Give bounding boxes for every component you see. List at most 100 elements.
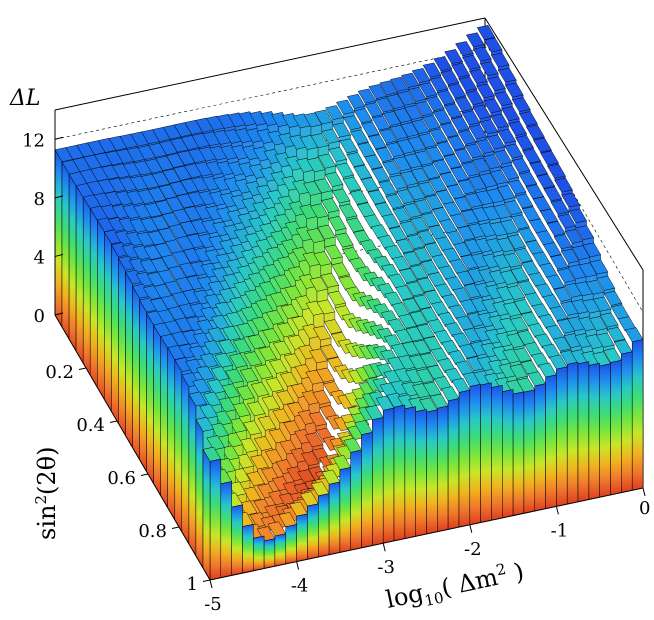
y-title-rest: (2θ) <box>33 447 61 495</box>
surface-cell <box>539 208 559 224</box>
surface-cell <box>360 177 380 192</box>
y-title-base: sin <box>33 505 61 540</box>
surface-cell <box>335 232 354 248</box>
z-axis: 0 4 8 12 <box>22 110 64 327</box>
surface-cell <box>519 111 538 127</box>
left-wall-slat <box>104 231 112 413</box>
left-wall-slat <box>146 312 154 485</box>
x-title-open: ( Δm <box>439 563 501 602</box>
front-wall-slat <box>274 533 287 567</box>
surface-cell <box>497 67 517 83</box>
front-wall-slat <box>393 404 406 542</box>
surface-cell <box>346 152 365 168</box>
front-wall-slat <box>534 383 546 512</box>
z-axis-title: ΔL <box>9 86 41 111</box>
front-wall-slat <box>415 409 427 537</box>
left-wall-slat <box>89 207 98 389</box>
surface-cell <box>331 188 351 204</box>
left-wall-slat <box>82 196 91 377</box>
z-tick-label: 12 <box>22 130 45 151</box>
front-wall-slat <box>631 339 644 491</box>
left-wall-slat <box>167 346 176 521</box>
x-tick <box>642 487 646 497</box>
surface-riser <box>313 312 325 329</box>
front-wall-slat <box>610 359 622 496</box>
surface-cell <box>331 262 350 278</box>
frame-front-bottom <box>209 487 644 581</box>
surface-cell <box>348 369 367 384</box>
surface-cell <box>327 290 347 306</box>
front-wall-slat <box>523 389 536 514</box>
x-tick <box>555 506 559 515</box>
front-wall-slat <box>242 523 254 574</box>
left-wall-slat <box>54 148 63 328</box>
front-wall-slat <box>361 432 373 549</box>
front-wall-slat <box>577 361 590 503</box>
surface-cell <box>540 150 559 166</box>
left-wall-slat <box>118 257 126 437</box>
front-wall-slat <box>447 398 460 530</box>
z-tick <box>54 195 64 199</box>
front-wall-slat <box>599 363 611 498</box>
y-tick-label: 0.4 <box>76 415 105 436</box>
front-wall-slat <box>556 366 568 507</box>
left-wall-slat <box>61 161 70 341</box>
surface-cell <box>529 161 548 177</box>
x-tick-label: -4 <box>291 576 309 597</box>
left-wall-slat <box>174 358 183 533</box>
y-tick <box>171 526 180 529</box>
y-tick <box>109 420 118 423</box>
frame-back-top <box>54 17 486 111</box>
surface-cell <box>505 82 524 98</box>
front-wall-slat <box>339 467 351 553</box>
left-wall-slat <box>188 393 197 557</box>
surface-cell <box>624 327 644 343</box>
z-tick-label: 0 <box>34 306 45 327</box>
x-title-close: ) <box>504 557 526 588</box>
y-axis: 0.2 0.4 0.6 0.8 1 <box>45 362 211 595</box>
surface-cell <box>543 186 563 202</box>
surface-cell <box>490 52 510 68</box>
surface-cell <box>525 184 545 200</box>
x-tick-label: -5 <box>204 594 222 615</box>
y-tick <box>140 473 149 476</box>
front-wall-slat <box>231 504 243 576</box>
surface-cell <box>483 37 503 53</box>
surface-cell <box>342 176 362 192</box>
x-tick <box>296 561 300 570</box>
x-tick <box>209 579 213 589</box>
y-tick <box>202 579 211 582</box>
surface-cell <box>547 163 566 179</box>
front-wall-slat <box>426 409 438 535</box>
front-wall-slat <box>285 524 297 565</box>
surface-cell <box>473 46 492 62</box>
y-tick <box>78 367 87 370</box>
surface-cell <box>538 362 557 378</box>
left-wall-slat <box>68 173 77 353</box>
x-title-sup: 2 <box>494 560 507 580</box>
x-tick-label: -1 <box>551 520 569 541</box>
left-wall-slat <box>139 299 147 473</box>
left-wall-slat <box>132 285 140 461</box>
front-wall-slat <box>296 513 308 562</box>
surface-cell <box>512 97 531 113</box>
y-title-sup: 2 <box>32 495 50 505</box>
left-wall-slat <box>97 218 105 401</box>
left-wall-slat <box>195 418 204 569</box>
surface-cell <box>518 171 538 187</box>
surface-cell <box>515 135 534 151</box>
frame-front-left <box>54 314 211 581</box>
front-frame <box>54 314 644 581</box>
surface-cell <box>522 148 541 164</box>
left-wall-slat <box>160 335 168 509</box>
left-wall-slat <box>181 373 190 545</box>
front-wall-slat <box>263 538 276 569</box>
x-tick <box>469 524 473 533</box>
surface-cell <box>339 138 358 154</box>
z-tick-label: 8 <box>34 189 45 210</box>
front-wall-slat <box>458 389 471 528</box>
z-tick-label: 4 <box>34 247 45 268</box>
front-wall-slat <box>545 374 557 510</box>
surface-cell <box>533 137 552 153</box>
